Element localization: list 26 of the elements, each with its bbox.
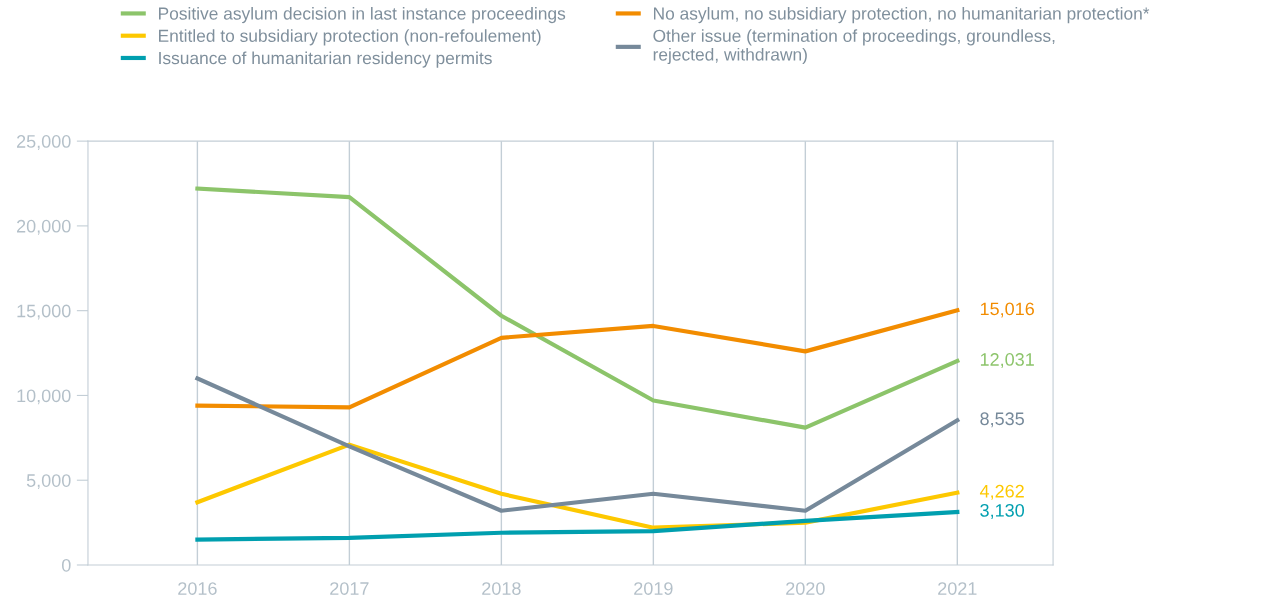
legend-label: Other issue (termination of proceedings, groundless, rejected, withdrawn): [653, 29, 1055, 65]
y-tick-label: 10,000: [17, 389, 71, 405]
x-tick-label: 2019: [634, 582, 673, 595]
x-tick-label: 2020: [786, 582, 825, 595]
legend-label: Issuance of humanitarian residency permits: [159, 51, 492, 68]
x-tick-label: 2016: [178, 582, 217, 595]
data-label: 4,262: [979, 484, 1024, 500]
data-label: 12,031: [980, 353, 1034, 368]
data-label: 15,016: [980, 302, 1034, 318]
legend-label: No asylum, no subsidiary protection, no humanitarian protection*: [653, 6, 1150, 24]
y-tick-label: 0: [61, 558, 71, 572]
y-tick-label: 15,000: [17, 304, 71, 320]
line-series: [195, 376, 960, 513]
y-tick-label: 25,000: [16, 135, 71, 150]
line-series: [195, 509, 960, 542]
x-tick-label: 2017: [330, 582, 369, 595]
line-series: [195, 308, 960, 410]
x-tick-label: 2018: [482, 582, 521, 595]
legend-label: Positive asylum decision in last instance proceedings: [159, 6, 566, 24]
x-tick-label: 2021: [938, 582, 977, 595]
y-tick-label: 20,000: [16, 219, 71, 235]
data-label: 8,535: [980, 412, 1024, 428]
line-series: [195, 186, 960, 430]
y-tick-label: 5,000: [26, 474, 71, 490]
legend-label: Entitled to subsidiary protection (non-refoulement): [159, 29, 541, 46]
data-label: 3,130: [980, 503, 1025, 519]
